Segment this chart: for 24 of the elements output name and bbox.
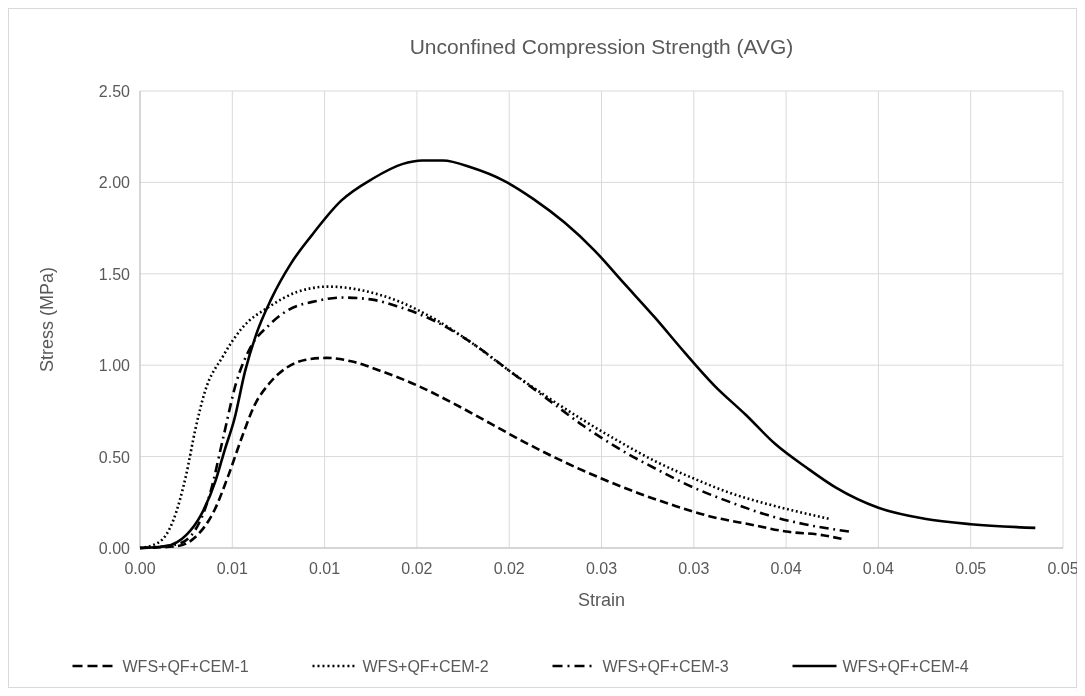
legend-label: WFS+QF+CEM-2 <box>362 658 489 675</box>
x-tick-label: 0.01 <box>216 560 248 577</box>
chart-title: Unconfined Compression Strength (AVG) <box>409 35 794 58</box>
x-axis-title: Strain <box>577 590 626 610</box>
x-tick-label: 0.02 <box>401 560 433 577</box>
y-tick-label: 1.00 <box>98 357 131 375</box>
legend-label: WFS+QF+CEM-4 <box>842 658 969 675</box>
y-tick-label: 2.50 <box>98 83 131 100</box>
y-tick-label: 1.50 <box>98 265 131 283</box>
x-tick-label: 0.04 <box>770 560 802 577</box>
y-axis-title: Stress (MPa) <box>37 266 57 373</box>
x-tick-label: 0.05 <box>955 560 987 577</box>
y-tick-label: 2.00 <box>98 174 131 192</box>
x-tick-label: 0.05 <box>1047 560 1079 577</box>
x-tick-label: 0.03 <box>678 560 710 577</box>
x-tick-label: 0.00 <box>124 560 156 577</box>
x-tick-label: 0.04 <box>862 560 895 577</box>
legend-label: WFS+QF+CEM-1 <box>122 658 249 675</box>
x-tick-label: 0.03 <box>585 560 618 577</box>
x-tick-label: 0.01 <box>309 560 341 577</box>
y-tick-label: 0.00 <box>98 540 131 557</box>
legend-label: WFS+QF+CEM-3 <box>602 658 729 675</box>
y-tick-label: 0.50 <box>98 448 131 466</box>
x-tick-label: 0.02 <box>493 560 525 577</box>
